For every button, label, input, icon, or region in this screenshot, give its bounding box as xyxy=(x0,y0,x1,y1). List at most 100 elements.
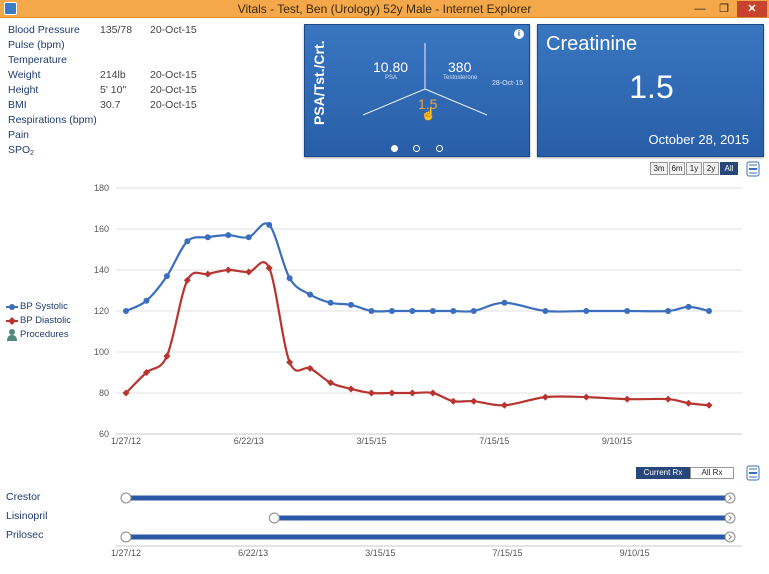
x-tick-label: 7/15/15 xyxy=(479,436,509,446)
minimize-button[interactable]: — xyxy=(694,3,706,15)
rx-x-tick-label: 1/27/12 xyxy=(111,548,141,558)
creatinine-title: Creatinine xyxy=(546,33,638,55)
psa-label: PSA xyxy=(385,75,398,81)
prilosec-end-marker xyxy=(724,531,736,543)
testosterone-label: Testosterone xyxy=(443,75,478,81)
x-tick-label: 9/10/15 xyxy=(602,436,632,446)
y-tick-label: 120 xyxy=(94,306,109,316)
bp-systolic-point xyxy=(624,308,631,314)
lisinopril-start-marker xyxy=(268,512,280,524)
bp-diastolic-point xyxy=(388,389,396,397)
creatinine-value-small[interactable]: 1.5 xyxy=(418,96,438,112)
bp-systolic-point xyxy=(501,299,508,306)
bp-diastolic-point xyxy=(163,352,171,360)
bp-systolic-point xyxy=(685,303,692,310)
rx-x-tick-label: 7/15/15 xyxy=(492,548,522,558)
range-button-all[interactable]: All xyxy=(720,162,738,175)
vital-date: 20-Oct-15 xyxy=(150,69,197,81)
bp-diastolic-point xyxy=(408,389,416,397)
bp-diastolic-point xyxy=(122,389,130,397)
bp-diastolic-point xyxy=(347,385,355,393)
rx-x-tick-label: 6/22/13 xyxy=(238,548,268,558)
vital-label: Pulse (bpm) xyxy=(8,39,65,51)
rx-menu-icon[interactable] xyxy=(746,465,760,481)
bp-systolic-point xyxy=(245,234,252,241)
info-icon[interactable]: i xyxy=(514,29,524,39)
bp-diastolic-point xyxy=(204,270,212,278)
bp-systolic-point xyxy=(450,308,457,314)
vital-row: Respirations (bpm) xyxy=(8,114,258,129)
bp-diastolic-point xyxy=(582,393,590,401)
bp-systolic-point xyxy=(286,275,293,282)
y-tick-label: 100 xyxy=(94,347,109,357)
bp-diastolic-point xyxy=(664,395,672,403)
vital-value: 214lb xyxy=(100,69,126,81)
current-rx-tab[interactable]: Current Rx xyxy=(636,467,690,479)
testosterone-value: 380 xyxy=(448,59,472,75)
range-button-6m[interactable]: 6m xyxy=(669,162,685,175)
x-tick-label: 1/27/12 xyxy=(111,436,141,446)
x-tick-label: 3/15/15 xyxy=(356,436,386,446)
legend-item-bp-systolic[interactable]: BP Systolic xyxy=(6,301,96,314)
bp-diastolic-point xyxy=(142,369,150,376)
bp-diastolic-point xyxy=(327,379,335,387)
all-rx-tab[interactable]: All Rx xyxy=(690,467,734,479)
carousel-dot-1[interactable] xyxy=(391,145,398,152)
vital-label: Blood Pressure xyxy=(8,24,80,36)
vital-label: SPO xyxy=(8,144,31,156)
legend-label: BP Diastolic xyxy=(20,315,72,326)
ie-app-icon xyxy=(4,2,17,15)
y-tick-label: 80 xyxy=(99,388,109,398)
range-button-1y[interactable]: 1y xyxy=(686,162,702,175)
bp-systolic-point xyxy=(429,308,436,314)
vital-label-subscript: 2 xyxy=(30,150,34,157)
bp-diastolic-point xyxy=(429,389,437,397)
creatinine-card[interactable]: Creatinine 1.5 October 28, 2015 xyxy=(537,24,764,157)
vital-row: Pulse (bpm) xyxy=(8,39,258,54)
rx-label-crestor[interactable]: Crestor xyxy=(6,491,41,503)
circle-marker-icon xyxy=(6,304,18,310)
bp-systolic-point xyxy=(204,234,211,241)
bp-diastolic-point xyxy=(224,266,232,274)
legend-item-bp-diastolic[interactable]: BP Diastolic xyxy=(6,315,96,328)
vital-row: Pain xyxy=(8,129,258,144)
bp-diastolic-point xyxy=(245,268,253,276)
vital-value: 5' 10" xyxy=(100,84,127,96)
bp-diastolic-point xyxy=(705,401,713,409)
bp-diastolic-point xyxy=(470,397,478,405)
chart-menu-icon[interactable] xyxy=(746,161,760,177)
range-button-3m[interactable]: 3m xyxy=(650,162,668,175)
bp-systolic-point xyxy=(665,308,672,314)
window-title: Vitals - Test, Ben (Urology) 52y Male - … xyxy=(237,2,532,16)
vital-date: 20-Oct-15 xyxy=(150,84,197,96)
blood-pressure-chart[interactable]: 60 80 100 120 140 160 180 1/27/12 6/22/13 3/15/15… xyxy=(0,180,769,450)
rx-label-prilosec[interactable]: Prilosec xyxy=(6,529,44,541)
bp-systolic-line xyxy=(125,222,710,313)
bp-systolic-point xyxy=(307,291,314,298)
vital-value: 30.7 xyxy=(100,99,121,111)
carousel-dot-3[interactable] xyxy=(436,145,443,152)
bp-systolic-point xyxy=(583,308,590,314)
psa-testosterone-creatinine-card[interactable]: PSA/Tst./Crt. i 10.80 PSA 380 Testostero… xyxy=(304,24,530,157)
range-button-2y[interactable]: 2y xyxy=(703,162,719,175)
close-button[interactable]: ✕ xyxy=(737,1,767,17)
carousel-dot-2[interactable] xyxy=(413,145,420,152)
bp-diastolic-point xyxy=(541,393,549,401)
window-title-bar[interactable]: Vitals - Test, Ben (Urology) 52y Male - … xyxy=(0,0,769,18)
medication-timeline[interactable]: 1/27/12 6/22/13 3/15/15 7/15/15 9/10/15 xyxy=(0,486,769,566)
bp-diastolic-point xyxy=(500,401,508,409)
bp-diastolic-point xyxy=(685,399,693,407)
creatinine-value: 1.5 xyxy=(629,69,674,105)
legend-item-procedures[interactable]: Procedures xyxy=(6,329,96,342)
psa-date: 28-Oct-15 xyxy=(492,80,524,87)
bp-diastolic-point xyxy=(183,276,191,284)
diamond-marker-icon xyxy=(6,317,18,325)
bp-systolic-point xyxy=(143,297,150,304)
bp-systolic-point xyxy=(388,308,395,314)
bp-diastolic-point xyxy=(449,397,457,405)
rx-label-lisinopril[interactable]: Lisinopril xyxy=(6,510,48,522)
bp-systolic-point xyxy=(368,308,375,314)
vital-label: Weight xyxy=(8,69,41,81)
chevron-right-icon xyxy=(728,515,733,521)
maximize-button[interactable]: ❐ xyxy=(719,3,729,15)
